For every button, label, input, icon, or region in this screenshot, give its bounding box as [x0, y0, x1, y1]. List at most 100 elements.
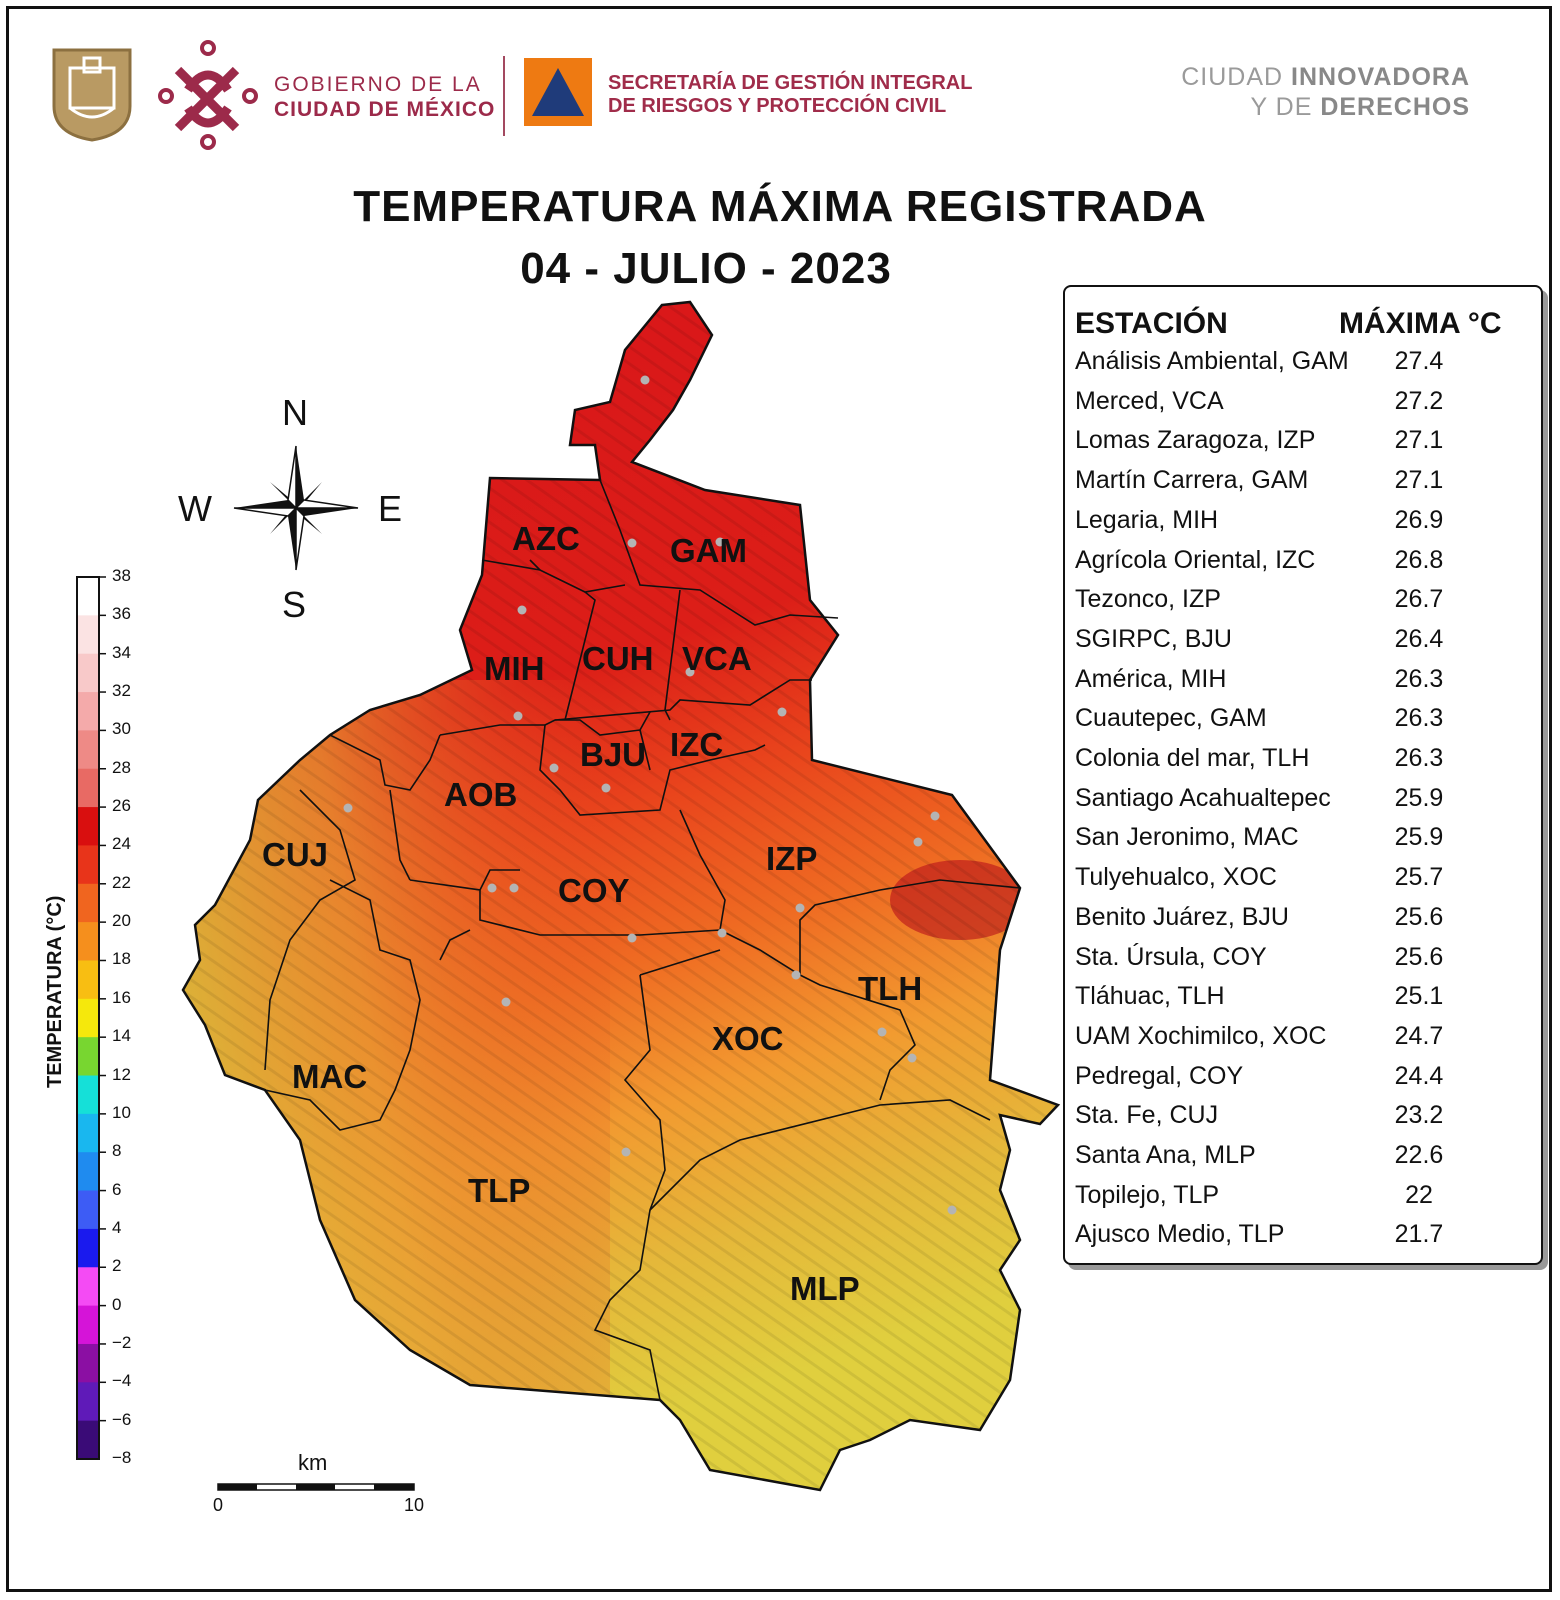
station-name: Martín Carrera, GAM — [1075, 466, 1309, 495]
station-name: Tezonco, IZP — [1075, 585, 1221, 614]
legend-tick-label: 10 — [112, 1102, 131, 1122]
legend-title: TEMPERATURA (°C) — [44, 895, 66, 1088]
compass-north-label: N — [282, 392, 308, 433]
legend-swatch — [77, 730, 99, 770]
station-name: Tláhuac, TLH — [1075, 982, 1225, 1011]
alcaldia-label-aob: AOB — [444, 776, 518, 813]
legend-tick-label: 38 — [112, 566, 131, 585]
scale-bar — [217, 1483, 415, 1491]
table-row: Santa Ana, MLP 22.6 — [1075, 1141, 1525, 1181]
slogan: CIUDAD INNOVADORA Y DE DERECHOS — [1181, 62, 1470, 122]
table-row: Martín Carrera, GAM 27.1 — [1075, 466, 1525, 506]
station-name: Santiago Acahualtepec — [1075, 783, 1331, 812]
table-row: Tulyehualco, XOC 25.7 — [1075, 863, 1525, 903]
alcaldia-label-vca: VCA — [682, 640, 752, 677]
legend-tick-label: 36 — [112, 604, 131, 624]
legend-tick-label: 24 — [112, 834, 131, 854]
gobierno-line2: CIUDAD DE MÉXICO — [274, 98, 496, 121]
legend-tick-label: 0 — [112, 1294, 122, 1314]
table-row: Legaria, MIH 26.9 — [1075, 506, 1525, 546]
station-max-temp: 25.6 — [1394, 942, 1444, 971]
station-max-temp: 26.3 — [1394, 704, 1444, 733]
legend-tick-label: 2 — [112, 1256, 122, 1276]
legend-swatch — [77, 1152, 99, 1192]
table-row: Análisis Ambiental, GAM 27.4 — [1075, 347, 1525, 387]
station-name: Topilejo, TLP — [1075, 1180, 1220, 1209]
station-name: Sta. Fe, CUJ — [1075, 1101, 1219, 1130]
alcaldia-label-coy: COY — [558, 872, 630, 909]
legend-swatch — [77, 577, 99, 616]
slogan-d: DERECHOS — [1320, 93, 1470, 121]
legend-swatch — [77, 1075, 99, 1115]
table-row: Tláhuac, TLH 25.1 — [1075, 982, 1525, 1022]
sgirpc-text: SECRETARÍA DE GESTIÓN INTEGRAL DE RIESGO… — [608, 72, 972, 118]
map-date: 04 - JULIO - 2023 — [520, 244, 892, 293]
legend-tick-label: 26 — [112, 796, 131, 816]
table-row: Santiago Acahualtepec 25.9 — [1075, 784, 1525, 824]
table-header-value: MÁXIMA °C — [1339, 307, 1502, 340]
compass-east-label: E — [378, 488, 403, 529]
table-row: Merced, VCA 27.2 — [1075, 387, 1525, 427]
slogan-b: INNOVADORA — [1291, 63, 1470, 91]
legend-color-bar — [77, 576, 106, 1460]
compass-west-label: W — [178, 488, 212, 529]
legend-tick-label: 30 — [112, 719, 131, 739]
alcaldia-label-azc: AZC — [512, 520, 580, 557]
station-name: Santa Ana, MLP — [1075, 1141, 1256, 1169]
station-max-temp: 22 — [1405, 1180, 1433, 1209]
station-max-temp: 21.7 — [1394, 1220, 1444, 1249]
station-table: ESTACIÓN MÁXIMA °C Análisis Ambiental, G… — [1063, 285, 1543, 1265]
sgirpc-line2: DE RIESGOS Y PROTECCIÓN CIVIL — [608, 95, 947, 117]
alcaldia-label-cuj: CUJ — [262, 836, 329, 873]
legend-tick-label: 8 — [112, 1141, 122, 1161]
table-row: Agrícola Oriental, IZC 26.8 — [1075, 546, 1525, 586]
legend-swatch — [77, 883, 99, 923]
slogan-a: CIUDAD — [1181, 63, 1292, 91]
station-max-temp: 25.9 — [1394, 823, 1444, 852]
alcaldia-label-mac: MAC — [292, 1058, 368, 1095]
alcaldia-boundaries — [264, 479, 1021, 1401]
alcaldia-label-mih: MIH — [484, 650, 545, 687]
table-row: Tezonco, IZP 26.7 — [1075, 585, 1525, 625]
legend-swatch — [77, 807, 99, 846]
legend-tick-label: 20 — [112, 911, 131, 931]
legend-tick-label: −8 — [112, 1448, 132, 1467]
map-frame — [6, 6, 1552, 1592]
station-name: Colonia del mar, TLH — [1075, 744, 1310, 772]
proteccion-civil-logo-icon — [524, 58, 592, 126]
station-name: SGIRPC, BJU — [1075, 624, 1232, 653]
alcaldia-label-cuh: CUH — [582, 640, 654, 677]
table-row: UAM Xochimilco, XOC 24.7 — [1075, 1022, 1525, 1062]
table-row: Lomas Zaragoza, IZP 27.1 — [1075, 426, 1525, 466]
legend-tick-label: 4 — [112, 1217, 122, 1237]
slogan-c: Y DE — [1250, 93, 1321, 121]
station-name: Sta. Úrsula, COY — [1075, 942, 1267, 971]
legend-swatch — [77, 653, 99, 693]
table-row: Topilejo, TLP 22 — [1075, 1181, 1525, 1221]
legend-swatch — [77, 1420, 99, 1460]
station-max-temp: 26.7 — [1394, 585, 1444, 614]
alcaldia-label-xoc: XOC — [712, 1020, 784, 1057]
table-row: Colonia del mar, TLH 26.3 — [1075, 744, 1525, 784]
station-name: Ajusco Medio, TLP — [1075, 1220, 1285, 1249]
alcaldia-label-izp: IZP — [766, 840, 818, 877]
legend-tick-label: 16 — [112, 987, 131, 1007]
legend-swatch — [77, 1267, 99, 1307]
legend-tick-label: −4 — [112, 1371, 132, 1391]
station-max-temp: 24.4 — [1394, 1061, 1444, 1090]
station-name: Análisis Ambiental, GAM — [1075, 347, 1349, 375]
legend-tick-label: 22 — [112, 872, 131, 892]
legend-swatch — [77, 1190, 99, 1230]
station-max-temp: 25.9 — [1394, 783, 1444, 812]
scale-min: 0 — [213, 1495, 224, 1515]
sgirpc-line1: SECRETARÍA DE GESTIÓN INTEGRAL — [608, 72, 973, 94]
legend-swatch — [77, 922, 99, 961]
table-row: SGIRPC, BJU 26.4 — [1075, 625, 1525, 665]
table-row: San Jeronimo, MAC 25.9 — [1075, 823, 1525, 863]
station-name: UAM Xochimilco, XOC — [1075, 1021, 1327, 1050]
legend-swatch — [77, 692, 99, 731]
legend-tick-label: 12 — [112, 1064, 131, 1084]
station-name: Merced, VCA — [1075, 386, 1224, 415]
station-max-temp: 27.4 — [1394, 347, 1444, 375]
cdmx-logo-icon — [158, 40, 258, 150]
